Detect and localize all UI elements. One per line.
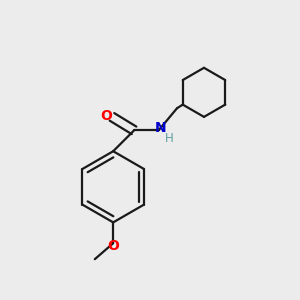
Text: N: N — [155, 122, 167, 135]
Text: H: H — [164, 132, 173, 145]
Text: O: O — [107, 239, 119, 253]
Text: O: O — [100, 109, 112, 123]
